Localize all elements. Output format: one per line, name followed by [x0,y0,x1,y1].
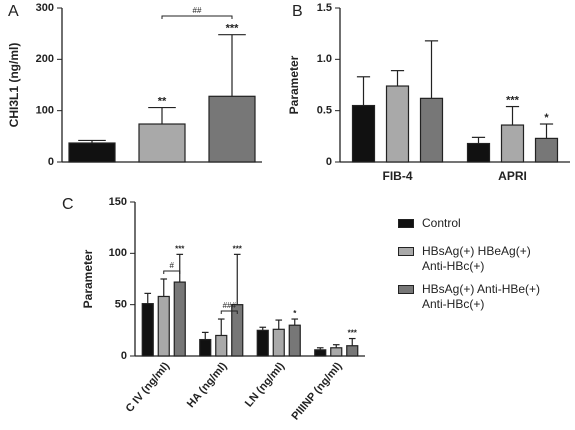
bar [68,142,116,163]
y-tick-label: 0.5 [317,105,332,117]
significance-label: *** [226,23,240,35]
bar [314,349,327,357]
y-axis-label: CHI3L1 (ng/ml) [7,43,21,128]
y-tick-label: 0 [121,350,127,362]
bar [385,85,410,163]
y-tick-label: 150 [109,196,127,208]
bar [330,347,343,357]
legend-label: Control [422,216,461,230]
significance-label: *** [175,244,185,253]
comparison-label: ### [223,301,237,310]
x-tick-label: APRI [498,169,527,183]
legend-label: HBsAg(+) HBeAg(+) Anti-HBc(+) [422,244,531,273]
panel-label: B [292,3,303,20]
bar [157,295,170,357]
bar [256,329,269,357]
bar [351,104,376,163]
bar [534,137,559,163]
panel-label: C [62,196,74,213]
bar [419,97,444,163]
y-tick-label: 200 [36,53,54,65]
significance-label: * [544,112,549,124]
legend-swatch [398,247,414,256]
bar [208,95,256,163]
legend-label: HBsAg(+) Anti-HBe(+) Anti-HBc(+) [422,282,541,311]
y-tick-label: 1.0 [317,53,332,65]
bar [231,304,244,357]
comparison-label: # [170,261,175,270]
x-tick-label: C IV (ng/ml) [124,360,173,415]
bar [288,324,301,357]
legend-swatch [398,285,414,294]
legend-item: HBsAg(+) HBeAg(+) Anti-HBc(+) [398,244,558,274]
significance-label: *** [233,244,243,253]
legend-item: Control [398,216,558,231]
bar [173,281,186,357]
significance-label: *** [348,329,358,338]
panel-label: A [8,3,19,20]
significance-label: ** [158,96,167,108]
comparison-label: ## [193,6,202,15]
comparison-bracket [220,310,238,315]
y-tick-label: 0 [48,156,54,168]
bar [138,123,186,163]
bar [199,338,212,357]
bar [346,345,359,357]
x-tick-label: FIB-4 [383,169,413,183]
x-tick-label: HA (ng/ml) [185,360,230,410]
y-axis-label: Parameter [81,249,95,308]
bar [215,334,228,357]
significance-label: *** [506,95,520,107]
significance-label: * [293,309,297,318]
x-tick-label: PIIINP (ng/ml) [290,360,345,423]
y-tick-label: 0 [326,156,332,168]
bar [500,124,525,163]
y-axis-label: Parameter [287,55,301,114]
y-tick-label: 100 [109,247,127,259]
y-tick-label: 1.5 [317,2,332,14]
y-tick-label: 300 [36,2,54,14]
legend-item: HBsAg(+) Anti-HBe(+) Anti-HBc(+) [398,282,558,312]
bar [141,303,154,357]
x-tick-label: LN (ng/ml) [243,360,287,410]
bar [466,142,491,163]
y-tick-label: 100 [36,105,54,117]
comparison-bracket [163,270,181,274]
legend-swatch [398,219,414,228]
y-tick-label: 50 [115,299,127,311]
comparison-bracket [161,15,233,19]
bar [272,328,285,357]
